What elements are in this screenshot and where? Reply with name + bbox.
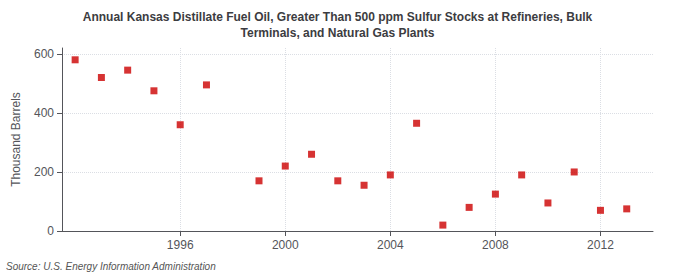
svg-text:0: 0	[47, 224, 54, 238]
svg-text:400: 400	[34, 106, 54, 120]
svg-text:Thousand Barrels: Thousand Barrels	[9, 92, 23, 187]
svg-text:600: 600	[34, 47, 54, 61]
svg-text:Terminals, and Natural Gas Pla: Terminals, and Natural Gas Plants	[241, 26, 435, 40]
svg-text:200: 200	[34, 165, 54, 179]
svg-text:2012: 2012	[587, 238, 614, 252]
svg-text:2000: 2000	[272, 238, 299, 252]
svg-text:2004: 2004	[377, 238, 404, 252]
svg-text:Annual Kansas Distillate Fuel: Annual Kansas Distillate Fuel Oil, Great…	[83, 10, 593, 24]
svg-text:2008: 2008	[482, 238, 509, 252]
svg-text:1996: 1996	[167, 238, 194, 252]
svg-text:Source: U.S. Energy Informatio: Source: U.S. Energy Information Administ…	[6, 261, 216, 272]
